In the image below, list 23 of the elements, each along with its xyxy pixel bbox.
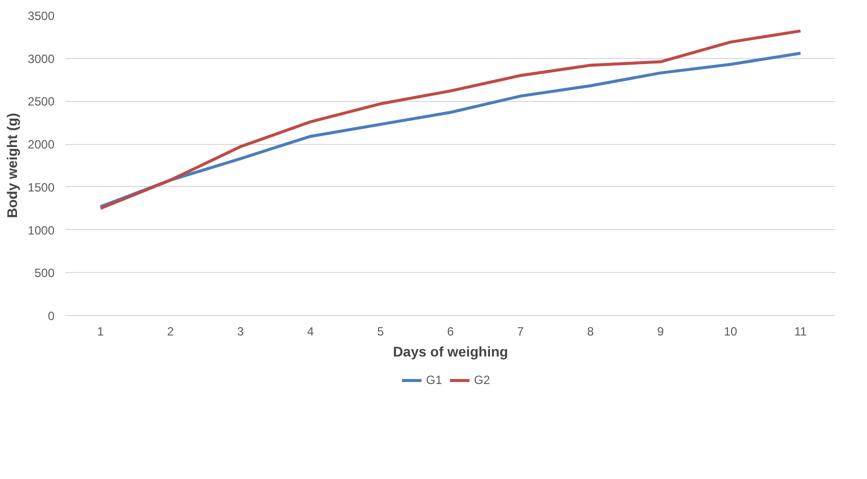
x-tick-label: 11 [794,324,808,338]
legend-label: G1 [426,373,444,387]
x-tick-label: 6 [447,324,454,338]
x-axis-title: Days of weighing [392,344,508,360]
x-tick-label: 1 [97,324,104,338]
x-tick-label: 9 [657,324,664,338]
x-tick-label: 3 [237,324,244,338]
y-tick-label: 3000 [28,52,55,66]
y-axis-title: Body weight (g) [4,112,20,218]
x-tick-label: 10 [724,324,738,338]
y-tick-label: 2500 [28,94,55,109]
x-tick-label: 8 [587,324,594,338]
x-tick-label: 2 [167,324,174,338]
y-tick-label: 500 [34,266,55,280]
y-tick-label: 1500 [28,180,55,194]
x-tick-label: 5 [377,324,384,338]
y-tick-label: 2000 [28,138,55,152]
y-tick-label: 0 [48,309,55,323]
y-tick-label: 3500 [28,9,55,23]
legend-label: G2 [474,373,492,387]
x-tick-label: 4 [307,324,314,338]
y-tick-label: 1000 [28,223,55,238]
x-tick-label: 7 [517,324,524,338]
